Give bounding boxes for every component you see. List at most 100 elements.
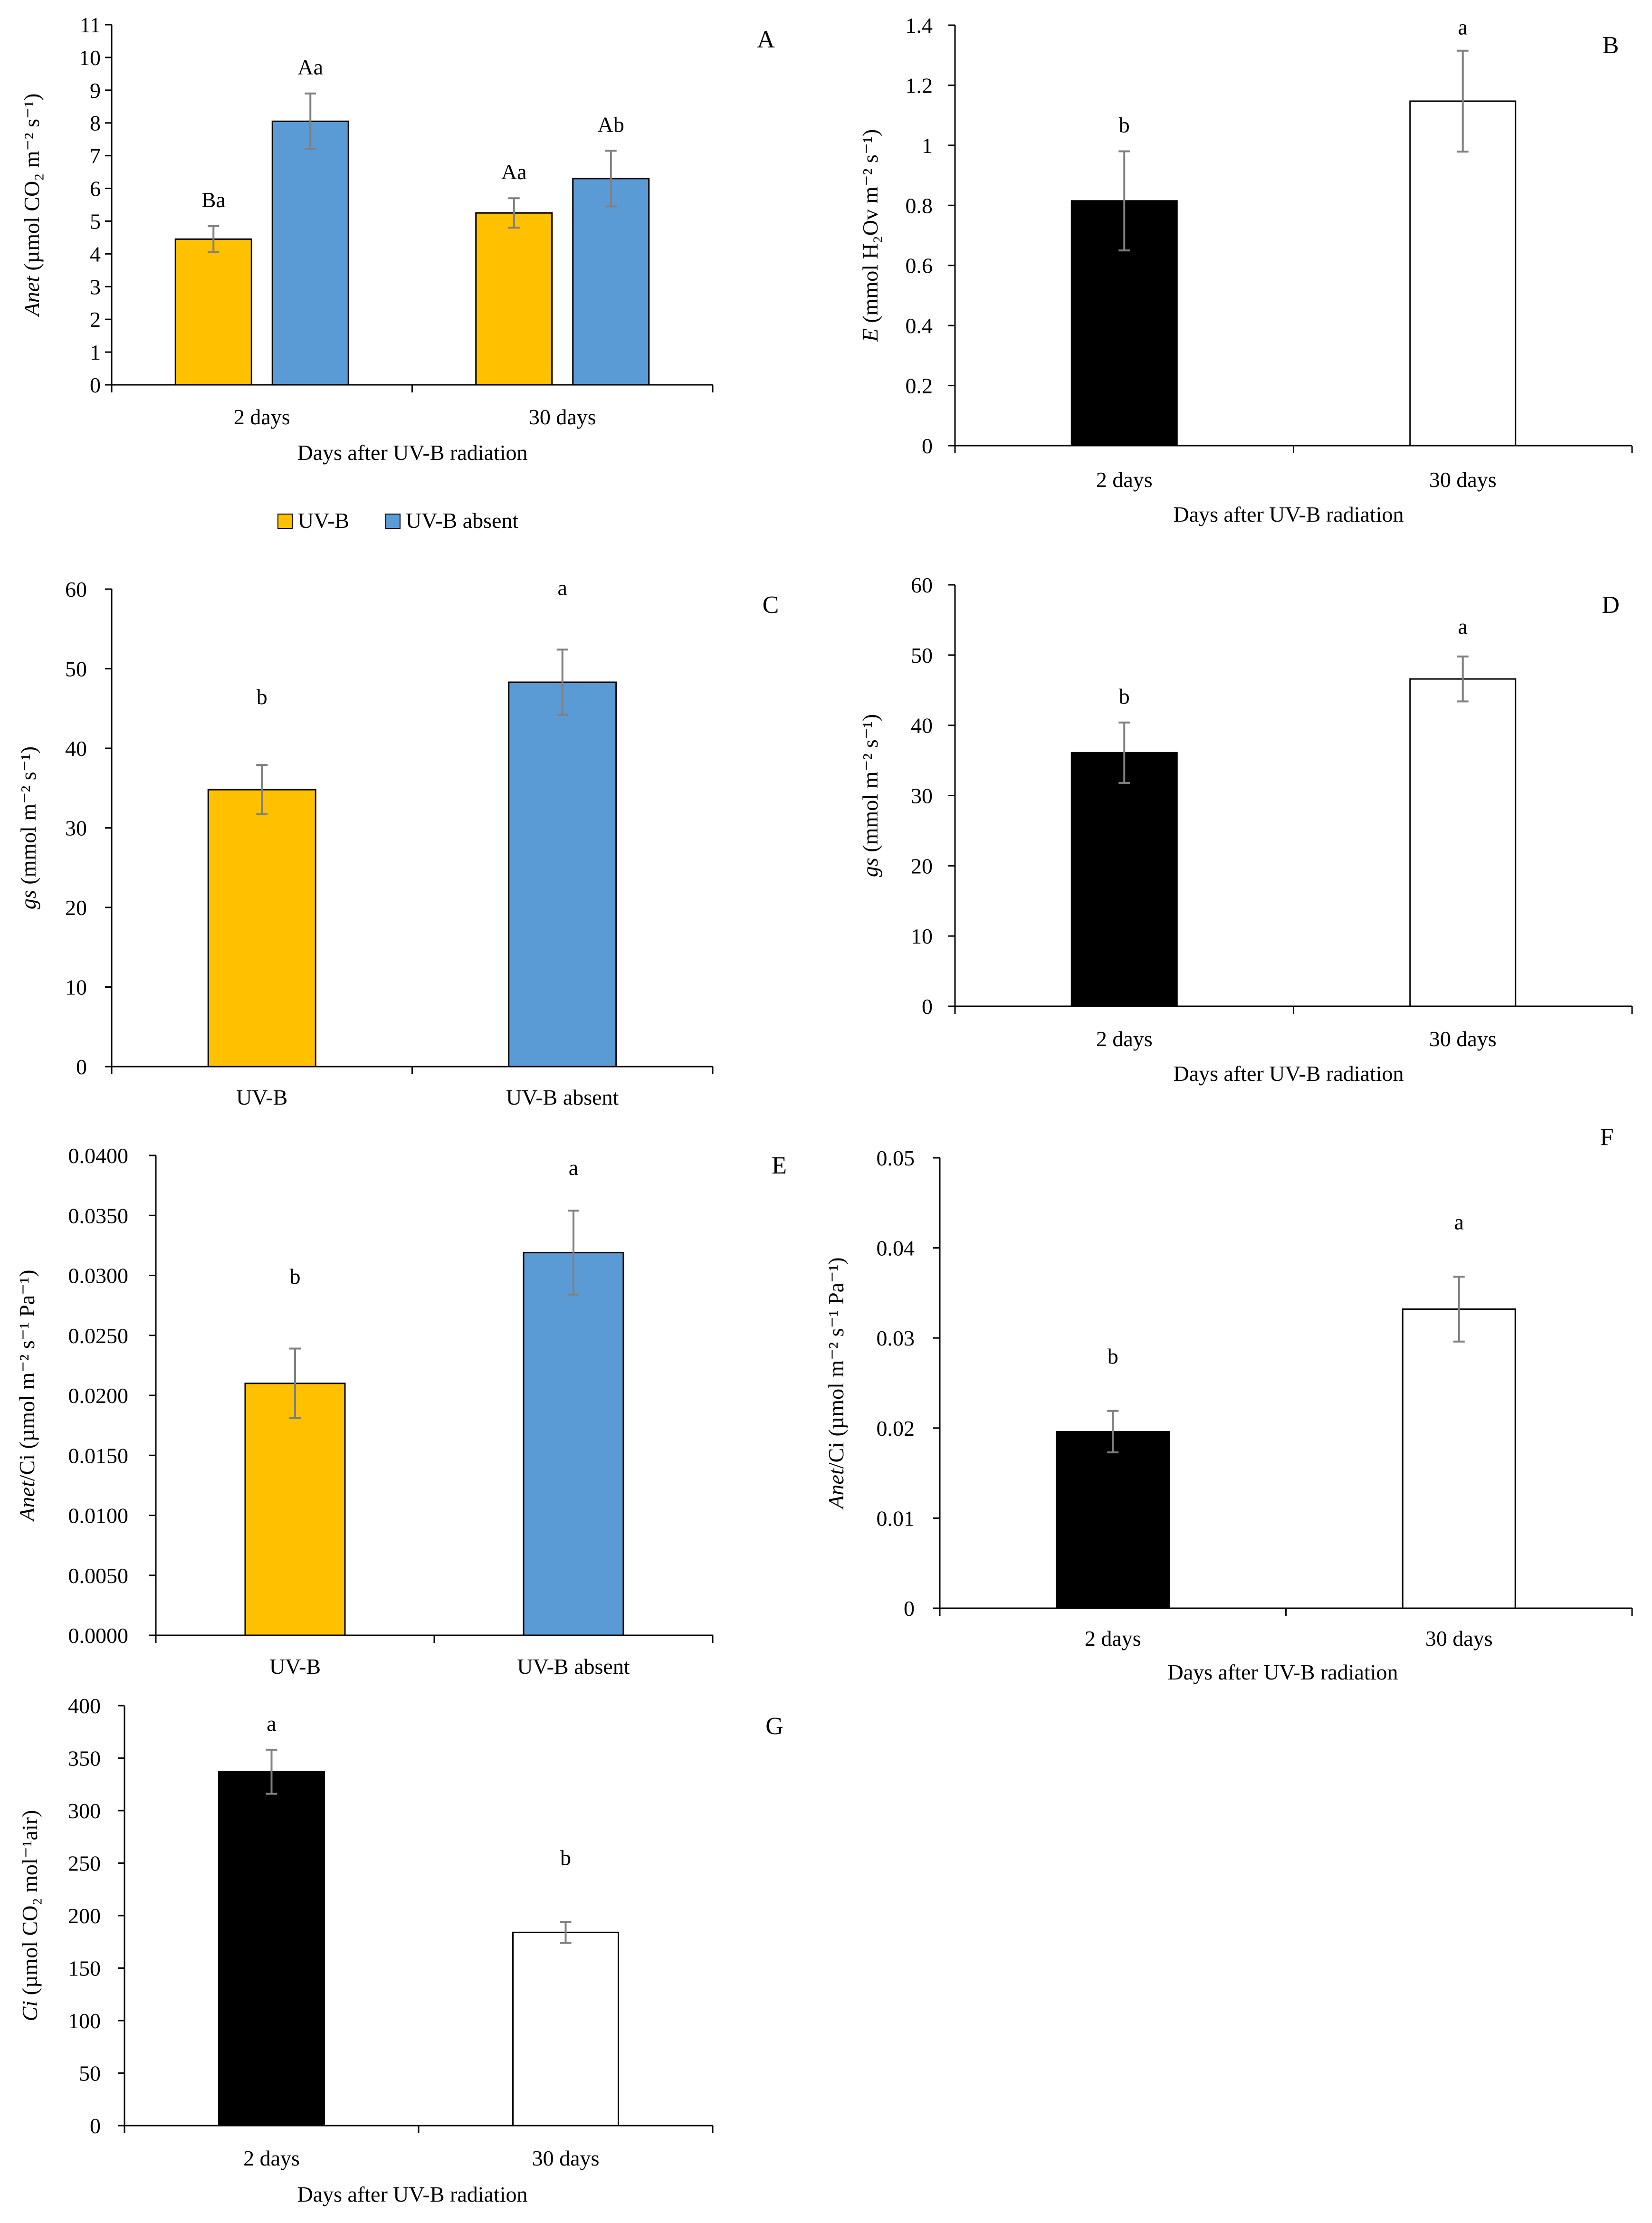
- x-tick-label: 30 days: [1429, 1027, 1497, 1051]
- x-tick-label: 30 days: [1425, 1626, 1493, 1651]
- legend: UV-B UV-B absent: [277, 508, 518, 533]
- y-axis-label: gs (mmol m⁻² s⁻¹): [16, 746, 40, 909]
- bar: [271, 120, 349, 386]
- y-axis-label: Anet/Ci (µmol m⁻² s⁻¹ Pa⁻¹): [824, 1257, 848, 1510]
- x-tick-label: 2 days: [234, 405, 290, 429]
- y-tick-label: 0: [90, 373, 101, 397]
- y-tick-label: 0.03: [877, 1326, 915, 1350]
- x-tick-label: 2 days: [1096, 1027, 1153, 1051]
- significance-letter: b: [560, 1845, 571, 1870]
- y-tick-label: 40: [65, 736, 87, 761]
- y-tick-label: 250: [68, 1851, 101, 1876]
- significance-letter: a: [569, 1155, 578, 1180]
- significance-letter: Ab: [598, 112, 624, 136]
- y-tick-label: 0: [904, 1596, 915, 1621]
- bar: [572, 178, 650, 386]
- y-axis-label: E (mmol H₂Ov m⁻² s⁻¹): [858, 129, 882, 342]
- panel-label: B: [1603, 32, 1619, 59]
- legend-swatch-uv-b: [277, 514, 293, 529]
- panel-label: G: [765, 1713, 783, 1740]
- significance-letter: a: [1458, 15, 1468, 39]
- y-tick-label: 10: [65, 975, 87, 1000]
- y-tick-label: 20: [911, 854, 933, 878]
- x-tick-label: UV-B absent: [506, 1085, 619, 1109]
- x-tick-label: 30 days: [1429, 467, 1497, 492]
- y-tick-label: 4: [90, 242, 101, 266]
- x-axis-title: Days after UV-B radiation: [1174, 1061, 1404, 1086]
- bar: [1056, 1431, 1170, 1609]
- significance-letter: b: [290, 1264, 301, 1288]
- y-tick-label: 0.04: [877, 1236, 915, 1260]
- significance-letter: b: [257, 685, 267, 709]
- y-tick-label: 0: [76, 1055, 87, 1079]
- y-tick-label: 0.0050: [68, 1564, 129, 1588]
- x-tick-label: 2 days: [1096, 467, 1153, 492]
- bar: [1070, 752, 1178, 1007]
- panel-label: A: [757, 26, 775, 53]
- bar: [508, 681, 617, 1068]
- y-axis-label: Ci (µmol CO₂ mol⁻¹air): [18, 1810, 42, 2022]
- bar: [475, 212, 553, 386]
- bar: [1409, 100, 1517, 447]
- x-tick-label: 2 days: [243, 2146, 300, 2170]
- y-tick-label: 0.05: [877, 1146, 915, 1170]
- y-tick-label: 0.4: [906, 314, 933, 338]
- y-tick-label: 0.0100: [68, 1504, 129, 1528]
- panel-label: F: [1600, 1124, 1614, 1151]
- y-tick-label: 0: [922, 994, 933, 1019]
- y-tick-label: 7: [90, 144, 101, 168]
- y-tick-label: 1.4: [906, 13, 933, 38]
- significance-letter: a: [1454, 1210, 1464, 1234]
- y-tick-label: 3: [90, 275, 101, 299]
- y-tick-label: 6: [90, 177, 101, 201]
- panel-d: 0 10 20 30 40 50 60 2 days 30 days b a Dgs (mmol m⁻…: [858, 573, 1633, 1086]
- y-tick-label: 8: [90, 111, 101, 135]
- y-tick-label: 150: [68, 1956, 101, 1981]
- significance-letter: Aa: [297, 55, 323, 79]
- x-tick-label: 30 days: [529, 405, 596, 429]
- significance-letter: b: [1108, 1344, 1118, 1368]
- y-tick-label: 0: [922, 434, 933, 458]
- panel-label: C: [763, 592, 779, 619]
- y-tick-label: 0: [90, 2114, 101, 2138]
- x-tick-label: UV-B: [269, 1654, 321, 1679]
- y-tick-label: 20: [65, 896, 87, 920]
- y-tick-label: 300: [68, 1799, 101, 1823]
- significance-letter: Ba: [201, 188, 226, 212]
- y-tick-label: 50: [79, 2061, 101, 2086]
- panel-g: 0 50 100 150 200 250 300 350 400 2 days 30 days a b G…: [18, 1694, 783, 2206]
- y-tick-label: 9: [90, 78, 101, 103]
- x-tick-label: UV-B: [236, 1085, 287, 1109]
- y-tick-label: 60: [65, 577, 87, 601]
- y-tick-label: 0.0400: [68, 1144, 129, 1168]
- y-tick-label: 10: [79, 46, 101, 70]
- y-tick-label: 0.02: [877, 1416, 915, 1441]
- y-tick-label: 1.2: [906, 73, 933, 97]
- significance-letter: b: [1119, 113, 1130, 137]
- y-tick-label: 0.01: [877, 1506, 915, 1530]
- y-tick-label: 0.0150: [68, 1443, 129, 1468]
- panel-f: 0 0.01 0.02 0.03 0.04 0.05 2 days 30 days b a F Ane…: [824, 1124, 1633, 1684]
- panel-c: 0 10 20 30 40 50 60 UV-B UV-B absent b a Cgs (mmol …: [16, 575, 779, 1109]
- legend-swatch-uv-b-absent: [385, 514, 401, 529]
- y-tick-label: 0.2: [906, 374, 933, 398]
- panel-label: D: [1602, 592, 1620, 619]
- y-tick-label: 350: [68, 1746, 101, 1771]
- y-tick-label: 0.0350: [68, 1203, 129, 1228]
- significance-letter: b: [1119, 684, 1130, 708]
- x-tick-label: 30 days: [532, 2146, 600, 2170]
- significance-letter: a: [1458, 614, 1468, 639]
- x-axis-title: Days after UV-B radiation: [297, 440, 528, 465]
- bar: [207, 789, 316, 1068]
- y-tick-label: 1: [90, 340, 101, 364]
- y-axis-label: Anet (µmol CO₂ m⁻² s⁻¹): [19, 94, 44, 318]
- legend-label-uv-b: UV-B: [298, 508, 349, 533]
- y-tick-label: 400: [68, 1694, 101, 1718]
- y-tick-label: 0.6: [906, 254, 933, 278]
- x-axis-title: Days after UV-B radiation: [297, 2182, 528, 2206]
- y-tick-label: 10: [911, 924, 933, 948]
- y-axis-label: gs (mmol m⁻² s⁻¹): [858, 714, 882, 877]
- bar: [244, 1383, 346, 1636]
- legend-label-uv-b-absent: UV-B absent: [406, 508, 518, 533]
